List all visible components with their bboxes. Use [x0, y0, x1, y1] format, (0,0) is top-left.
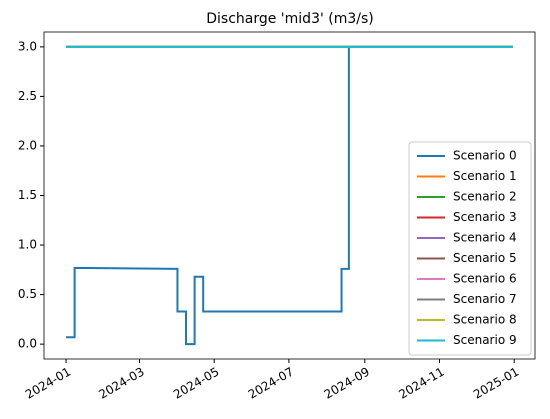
x-tick-label: 2024-09 [322, 365, 372, 402]
legend-label: Scenario 9 [453, 333, 517, 347]
x-tick-label: 2025-01 [471, 365, 521, 402]
y-tick-label: 1.0 [18, 238, 37, 252]
y-tick-label: 2.5 [18, 89, 37, 103]
legend: Scenario 0 Scenario 1 Scenario 2 Scenario 3… [408, 141, 532, 356]
legend-label: Scenario 8 [453, 313, 517, 327]
legend-label: Scenario 0 [453, 149, 517, 163]
legend-label: Scenario 4 [453, 231, 517, 245]
x-tick-label: 2024-07 [246, 365, 296, 402]
y-tick-label: 1.5 [18, 188, 37, 202]
legend-label: Scenario 7 [453, 292, 517, 306]
y-tick-label: 0.5 [18, 287, 37, 301]
x-tick-label: 2024-03 [96, 365, 146, 402]
legend-label: Scenario 1 [453, 169, 517, 183]
y-tick-label: 3.0 [18, 39, 37, 53]
plot-frame [43, 31, 536, 360]
series-line [66, 45, 513, 346]
legend-label: Scenario 6 [453, 272, 517, 286]
y-tick-label: 2.0 [18, 138, 37, 152]
legend-label: Scenario 2 [453, 190, 517, 204]
x-tick-label: 2024-11 [396, 365, 446, 402]
x-tick-label: 2024-05 [171, 365, 221, 402]
chart-title: Discharge 'mid3' (m3/s) [206, 11, 374, 27]
legend-label: Scenario 5 [453, 251, 517, 265]
y-tick-label: 0.0 [18, 337, 37, 351]
legend-label: Scenario 3 [453, 210, 517, 224]
legend-box [408, 141, 532, 356]
x-tick-label: 2024-01 [23, 365, 73, 402]
